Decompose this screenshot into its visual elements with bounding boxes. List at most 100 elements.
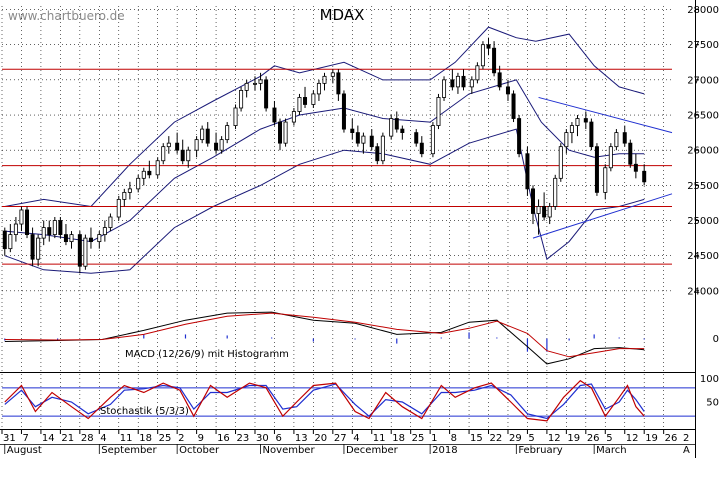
candle — [547, 202, 552, 225]
candle — [375, 143, 380, 165]
candle — [166, 136, 171, 154]
stochastic-k-line — [4, 379, 645, 422]
x-tick-label: 4 — [100, 433, 106, 444]
candle — [214, 132, 219, 154]
candle — [603, 164, 608, 200]
candle — [341, 90, 346, 133]
candle-body — [389, 118, 394, 137]
x-tick-label: 13 — [295, 433, 308, 444]
x-tick-label: 26 — [587, 433, 600, 444]
candle-body — [122, 191, 127, 200]
candle — [2, 227, 7, 256]
x-tick-label: 21 — [61, 433, 74, 444]
candle-body — [30, 234, 35, 260]
candle — [469, 76, 474, 94]
candle — [311, 90, 316, 108]
candle — [102, 220, 107, 242]
candle-body — [244, 82, 249, 91]
price-tick-label: 26500 — [687, 111, 719, 122]
x-tick-label: 28 — [81, 433, 94, 444]
candle-body — [553, 177, 558, 207]
candle-body — [361, 135, 366, 144]
x-tick-label: 12 — [626, 433, 639, 444]
stochastic-label: Stochastik (5/3/3) — [100, 406, 189, 417]
candle — [361, 132, 366, 154]
candle — [147, 160, 152, 179]
candle — [77, 231, 82, 274]
x-tick-label: 19 — [567, 433, 580, 444]
candle-body — [380, 135, 385, 162]
candle-body — [13, 223, 18, 235]
candle-body — [469, 79, 474, 88]
candle — [594, 143, 599, 196]
candle-body — [430, 125, 435, 155]
candle — [278, 118, 283, 151]
bollinger-upper-line — [4, 26, 645, 208]
candle — [239, 86, 244, 112]
candle-body — [58, 220, 63, 235]
candle-body — [102, 227, 107, 235]
candle — [30, 227, 35, 267]
candle-body — [525, 153, 530, 190]
candle-body — [583, 118, 588, 123]
candle — [252, 76, 257, 91]
candle — [442, 76, 447, 101]
candle — [505, 79, 510, 101]
candle — [369, 129, 374, 151]
x-tick-label: 8 — [451, 433, 457, 444]
candle-body — [492, 47, 497, 74]
x-tick-label: 29 — [509, 433, 522, 444]
candle-body — [239, 90, 244, 109]
candle — [530, 185, 535, 225]
candle — [47, 220, 52, 242]
candle — [614, 129, 619, 151]
candle — [569, 122, 574, 144]
candle-body — [480, 44, 485, 67]
candle — [264, 76, 269, 112]
candle — [175, 132, 180, 154]
candle — [480, 41, 485, 70]
candle — [180, 139, 185, 165]
candle — [272, 100, 277, 126]
candle — [69, 231, 74, 249]
stochastic-panel — [2, 379, 695, 422]
candle — [19, 206, 24, 232]
month-label: October — [179, 445, 220, 456]
candle-body — [303, 97, 308, 105]
candle — [194, 136, 199, 158]
month-label: November — [263, 445, 316, 456]
month-label: March — [596, 445, 626, 456]
candle — [414, 129, 419, 147]
candle-body — [258, 79, 263, 84]
candle-body — [278, 121, 283, 144]
x-tick-label: 7 — [22, 433, 28, 444]
candle — [283, 118, 288, 147]
candle — [430, 122, 435, 158]
candle — [200, 125, 205, 144]
candle-body — [136, 177, 141, 190]
candle-body — [311, 93, 316, 105]
trend-line — [532, 193, 673, 239]
x-tick-label: 25 — [159, 433, 172, 444]
x-tick-label: 12 — [548, 433, 561, 444]
candle — [511, 90, 516, 123]
candle-body — [419, 142, 424, 155]
candle-body — [47, 227, 52, 235]
candle — [244, 79, 249, 98]
candle — [141, 167, 146, 186]
candle-body — [180, 149, 185, 162]
candle — [525, 146, 530, 196]
stochastic-tick-label: 50 — [706, 398, 719, 409]
trend-line — [538, 96, 673, 134]
candle — [642, 164, 647, 186]
x-tick-label: 16 — [217, 433, 230, 444]
candle-body — [575, 118, 580, 126]
candle-body — [36, 237, 41, 260]
candle-body — [530, 188, 535, 214]
x-tick-label: 18 — [392, 433, 405, 444]
x-tick-label: 2 — [683, 433, 689, 444]
price-panel — [2, 26, 673, 274]
candle — [517, 115, 522, 158]
candle — [116, 195, 121, 221]
